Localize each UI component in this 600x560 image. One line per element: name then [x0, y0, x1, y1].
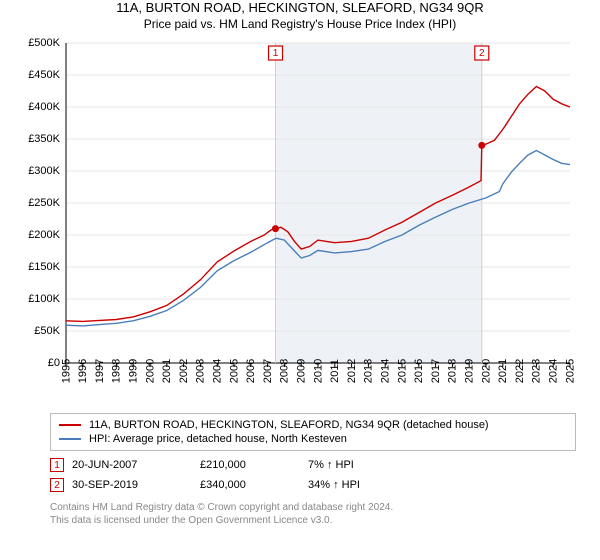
x-tick-label: 2009 [296, 359, 308, 383]
legend-label: 11A, BURTON ROAD, HECKINGTON, SLEAFORD, … [89, 419, 489, 431]
sales-row: 1 20-JUN-2007 £210,000 7% ↑ HPI [50, 455, 576, 475]
y-tick-label: £250K [28, 197, 60, 209]
x-tick-label: 2013 [363, 359, 375, 383]
sale-marker-dot [272, 225, 279, 232]
sale-marker-number: 2 [479, 48, 485, 59]
y-tick-label: £300K [28, 165, 60, 177]
sale-marker-number: 1 [273, 48, 279, 59]
legend-row: 11A, BURTON ROAD, HECKINGTON, SLEAFORD, … [59, 418, 567, 432]
footer: Contains HM Land Registry data © Crown c… [50, 501, 576, 527]
x-tick-label: 1997 [94, 359, 106, 383]
sale-price: £340,000 [200, 479, 300, 491]
legend-row: HPI: Average price, detached house, Nort… [59, 432, 567, 446]
x-tick-label: 2021 [497, 359, 509, 383]
legend-label: HPI: Average price, detached house, Nort… [89, 433, 347, 445]
legend: 11A, BURTON ROAD, HECKINGTON, SLEAFORD, … [50, 413, 576, 451]
x-tick-label: 2016 [413, 359, 425, 383]
x-tick-label: 2004 [211, 359, 223, 383]
x-tick-label: 1999 [127, 359, 139, 383]
sale-delta: 34% ↑ HPI [308, 479, 388, 491]
x-tick-label: 2023 [531, 359, 543, 383]
legend-swatch [59, 438, 81, 440]
sale-price: £210,000 [200, 459, 300, 471]
x-tick-label: 2000 [144, 359, 156, 383]
x-tick-label: 2001 [161, 359, 173, 383]
x-tick-label: 1996 [77, 359, 89, 383]
x-tick-label: 2014 [380, 359, 392, 383]
x-tick-label: 1998 [111, 359, 123, 383]
x-tick-label: 2025 [564, 359, 576, 383]
x-tick-label: 2002 [178, 359, 190, 383]
y-tick-label: £0 [48, 357, 60, 369]
sales-row: 2 30-SEP-2019 £340,000 34% ↑ HPI [50, 475, 576, 495]
sale-date: 30-SEP-2019 [72, 479, 192, 491]
chart-title: 11A, BURTON ROAD, HECKINGTON, SLEAFORD, … [0, 0, 600, 15]
y-tick-label: £200K [28, 229, 60, 241]
y-tick-label: £400K [28, 101, 60, 113]
x-tick-label: 2012 [346, 359, 358, 383]
sale-delta: 7% ↑ HPI [308, 459, 388, 471]
y-tick-label: £50K [34, 325, 60, 337]
y-tick-label: £500K [28, 37, 60, 49]
y-tick-label: £450K [28, 69, 60, 81]
x-tick-label: 2008 [279, 359, 291, 383]
legend-swatch [59, 424, 81, 426]
x-tick-label: 2022 [514, 359, 526, 383]
y-tick-label: £150K [28, 261, 60, 273]
x-tick-label: 2007 [262, 359, 274, 383]
x-tick-label: 2019 [464, 359, 476, 383]
chart-svg: £0 £50K £100K £150K £200K £250K £300K £350K £400… [20, 37, 580, 407]
sale-marker-icon: 1 [50, 458, 64, 472]
x-tick-label: 2003 [195, 359, 207, 383]
x-tick-label: 2017 [430, 359, 442, 383]
x-tick-label: 2018 [447, 359, 459, 383]
sales-table: 1 20-JUN-2007 £210,000 7% ↑ HPI 2 30-SEP-2019… [50, 455, 576, 495]
sale-marker-dot [478, 142, 485, 149]
footer-line: Contains HM Land Registry data © Crown c… [50, 501, 576, 514]
x-tick-label: 2015 [396, 359, 408, 383]
y-tick-label: £350K [28, 133, 60, 145]
y-tick-label: £100K [28, 293, 60, 305]
x-tick-label: 2010 [312, 359, 324, 383]
plot-area: £0 £50K £100K £150K £200K £250K £300K £350K £400… [20, 37, 580, 407]
x-tick-label: 2024 [548, 359, 560, 383]
x-tick-label: 2005 [228, 359, 240, 383]
chart-subtitle: Price paid vs. HM Land Registry's House … [0, 17, 600, 31]
sale-marker-icon: 2 [50, 478, 64, 492]
x-tick-label: 2006 [245, 359, 257, 383]
footer-line: This data is licensed under the Open Gov… [50, 514, 576, 527]
sale-date: 20-JUN-2007 [72, 459, 192, 471]
